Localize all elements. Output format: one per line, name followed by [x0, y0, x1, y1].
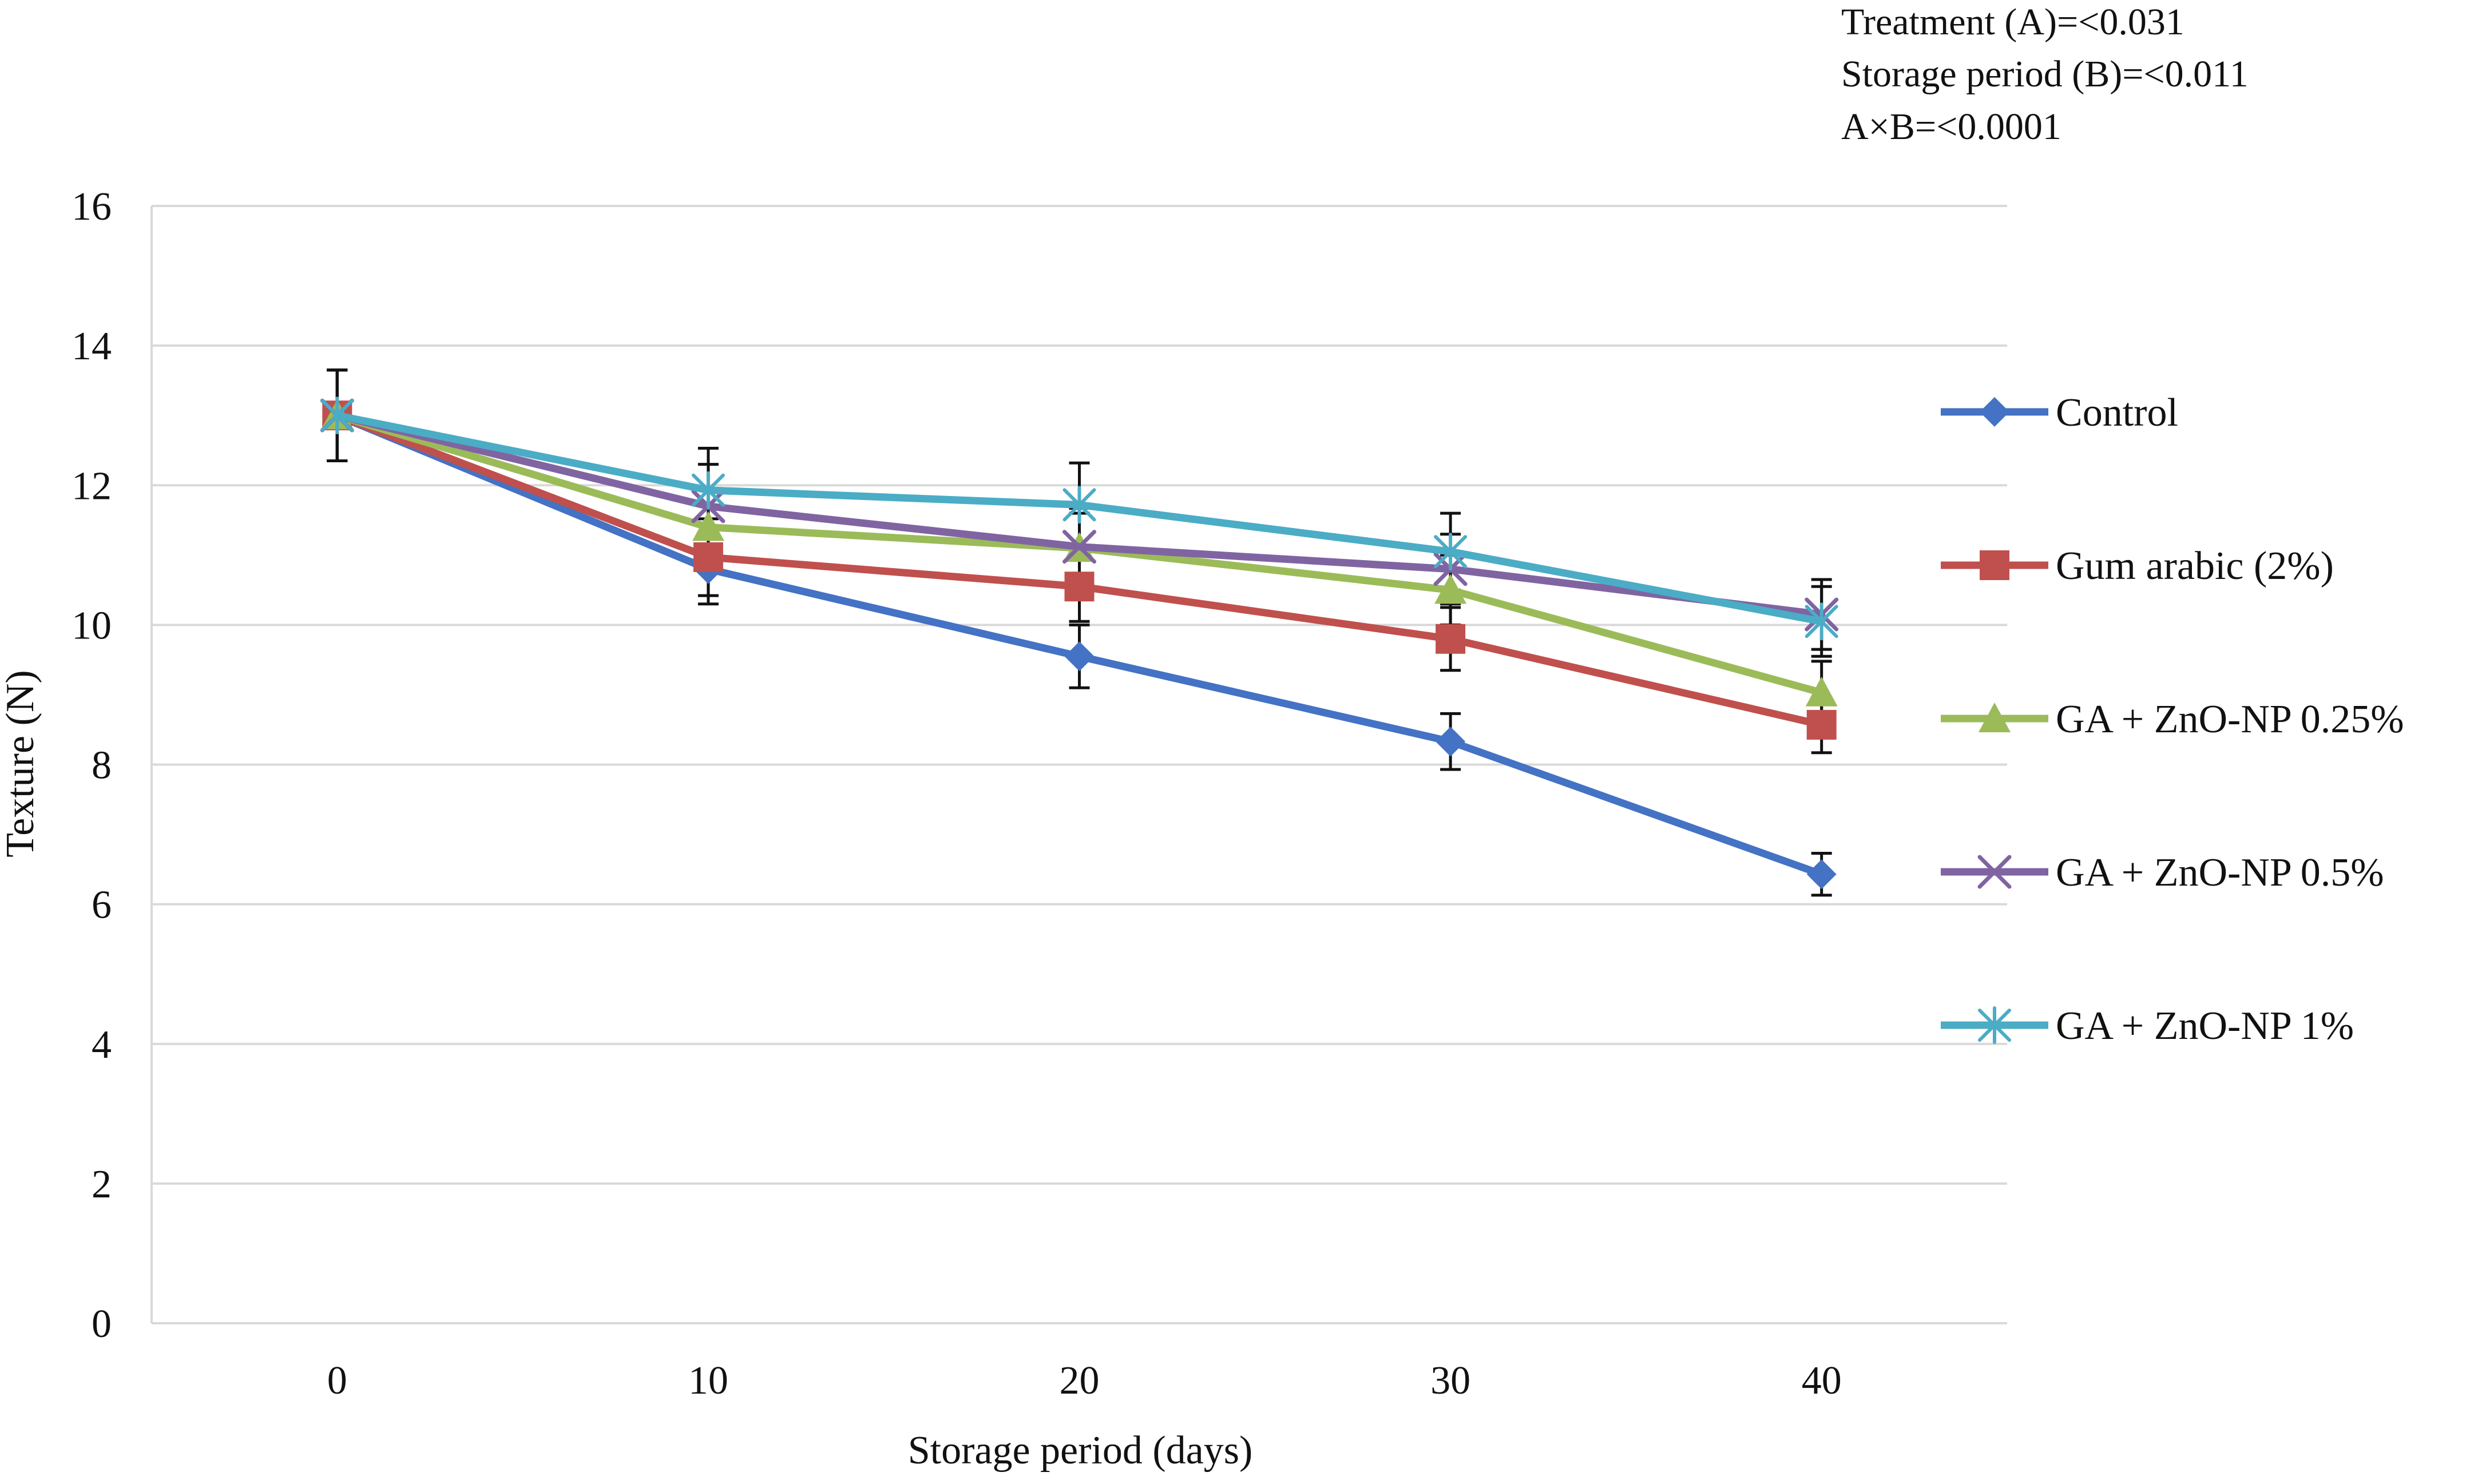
y-tick-label-2: 2 [92, 1162, 112, 1207]
data-point-4-3 [1434, 533, 1468, 571]
legend-label-0: Control [2056, 391, 2178, 435]
y-tick-label-4: 4 [92, 1023, 112, 1067]
y-tick-label-16: 16 [72, 185, 112, 229]
data-point-1-1 [693, 542, 723, 572]
x-tick-label-10: 10 [688, 1359, 728, 1403]
data-point-0-3 [1436, 727, 1466, 757]
legend-item-0: Control [1941, 391, 2178, 435]
x-tick-label-30: 30 [1430, 1359, 1470, 1403]
data-point-0-4 [1806, 859, 1837, 890]
data-point-0-2 [1064, 641, 1095, 672]
y-tick-label-12: 12 [72, 464, 112, 508]
stats-line-2: Storage period (B)=<0.011 [1841, 53, 2249, 95]
data-point-4-4 [1805, 602, 1838, 641]
data-point-2-3 [1434, 574, 1467, 604]
legend-marker-4 [1978, 1006, 2011, 1044]
legend-item-2: GA + ZnO-NP 0.25% [1941, 697, 2404, 741]
stats-line-3: A×B=<0.0001 [1841, 106, 2061, 148]
data-point-1-4 [1806, 709, 1837, 740]
legend-label-1: Gum arabic (2%) [2056, 544, 2334, 588]
x-tick-label-20: 20 [1060, 1359, 1100, 1403]
series [320, 368, 1839, 897]
legend-item-1: Gum arabic (2%) [1941, 544, 2334, 588]
y-tick-label-10: 10 [72, 604, 112, 648]
y-tick-label-8: 8 [92, 744, 112, 788]
y-tick-label-0: 0 [92, 1302, 112, 1346]
x-axis-label: Storage period (days) [908, 1429, 1253, 1473]
legend-marker-0 [1980, 397, 2009, 427]
y-tick-label-14: 14 [72, 324, 112, 368]
legend-label-3: GA + ZnO-NP 0.5% [2056, 851, 2384, 895]
x-tick-label-40: 40 [1802, 1359, 1842, 1403]
data-point-1-2 [1064, 572, 1095, 602]
legend-label-2: GA + ZnO-NP 0.25% [2056, 697, 2404, 741]
axes: 0 2 4 6 8 10 12 14 16 0 10 20 30 40 [72, 185, 2007, 1403]
legend-item-3: GA + ZnO-NP 0.5% [1941, 851, 2384, 895]
stats-line-1: Treatment (A)=<0.031 [1841, 1, 2184, 43]
data-point-1-3 [1436, 624, 1466, 654]
legend-label-4: GA + ZnO-NP 1% [2056, 1004, 2354, 1048]
legend-marker-3 [1977, 855, 2012, 889]
data-point-2-1 [692, 511, 724, 541]
y-tick-label-6: 6 [92, 883, 112, 927]
data-point-4-1 [691, 471, 725, 509]
data-point-2-4 [1805, 676, 1838, 707]
x-tick-label-0: 0 [327, 1359, 347, 1403]
data-point-4-0 [320, 396, 354, 435]
legend: Control Gum arabic (2%) GA + ZnO-NP 0.25% G… [1941, 391, 2404, 1048]
legend-marker-1 [1980, 550, 2009, 580]
legend-item-4: GA + ZnO-NP 1% [1941, 1004, 2354, 1048]
y-axis-label: Texture (N) [0, 670, 42, 857]
data-point-3-2 [1062, 530, 1096, 564]
legend-marker-2 [1979, 703, 2011, 732]
data-point-4-2 [1062, 486, 1096, 524]
